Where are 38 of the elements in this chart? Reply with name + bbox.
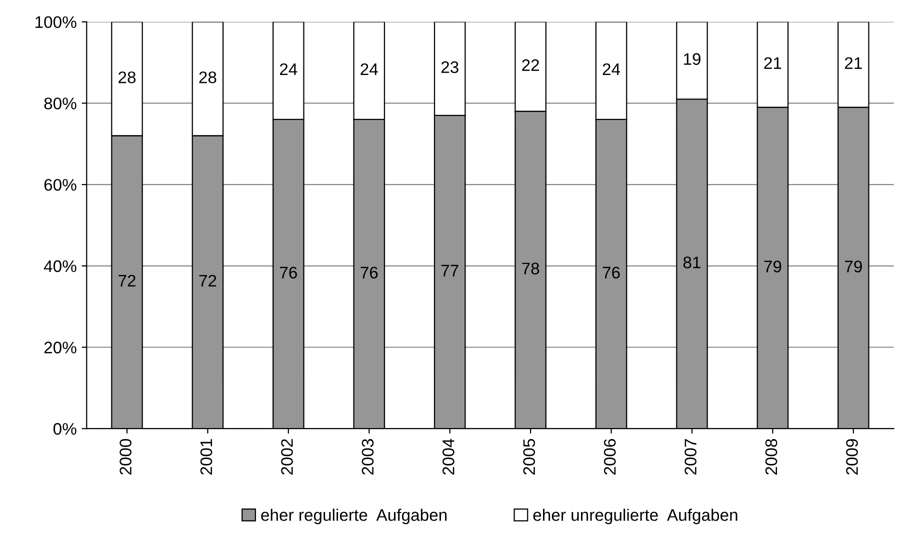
x-tick-label: 2009 [846,439,858,475]
data-label: 23 [441,61,458,74]
x-tick-label: 2000 [120,438,132,475]
x-tick-label: 2006 [604,439,616,475]
data-label: 22 [522,59,539,71]
legend-label: eher regulierte Aufgaben [261,508,447,524]
y-tick-label: 100% [36,16,76,28]
x-tick-label: 2003 [362,439,374,475]
data-label: 76 [360,266,378,279]
data-label: 24 [602,63,620,75]
data-label: 79 [844,260,862,272]
x-tick-label: 2005 [523,439,536,475]
data-label: 21 [844,57,862,69]
data-label: 28 [199,71,216,84]
data-label: 21 [764,57,782,69]
data-label: 72 [199,274,216,286]
y-tick-label: 20% [44,342,76,354]
data-label: 77 [441,264,458,276]
data-label: 78 [522,262,540,274]
x-tick-label: 2008 [765,439,778,475]
x-tick-label: 2007 [684,439,696,475]
legend-label: eher unregulierte Aufgaben [533,508,738,524]
data-label: 72 [118,274,136,286]
data-label: 19 [684,53,700,65]
data-label: 76 [602,266,620,279]
data-label: 28 [118,71,136,84]
x-tick-label: 2002 [281,439,293,475]
data-label: 24 [280,63,298,75]
y-tick-label: 60% [44,178,76,191]
x-tick-label: 2001 [200,439,212,475]
data-label: 76 [280,266,297,279]
data-label: 79 [764,260,782,272]
x-tick-label: 2004 [442,438,454,475]
y-tick-label: 40% [44,260,76,272]
y-tick-label: 80% [44,98,76,110]
y-tick-label: 0% [53,423,76,435]
data-label: 81 [683,256,700,268]
data-label: 24 [360,63,378,75]
